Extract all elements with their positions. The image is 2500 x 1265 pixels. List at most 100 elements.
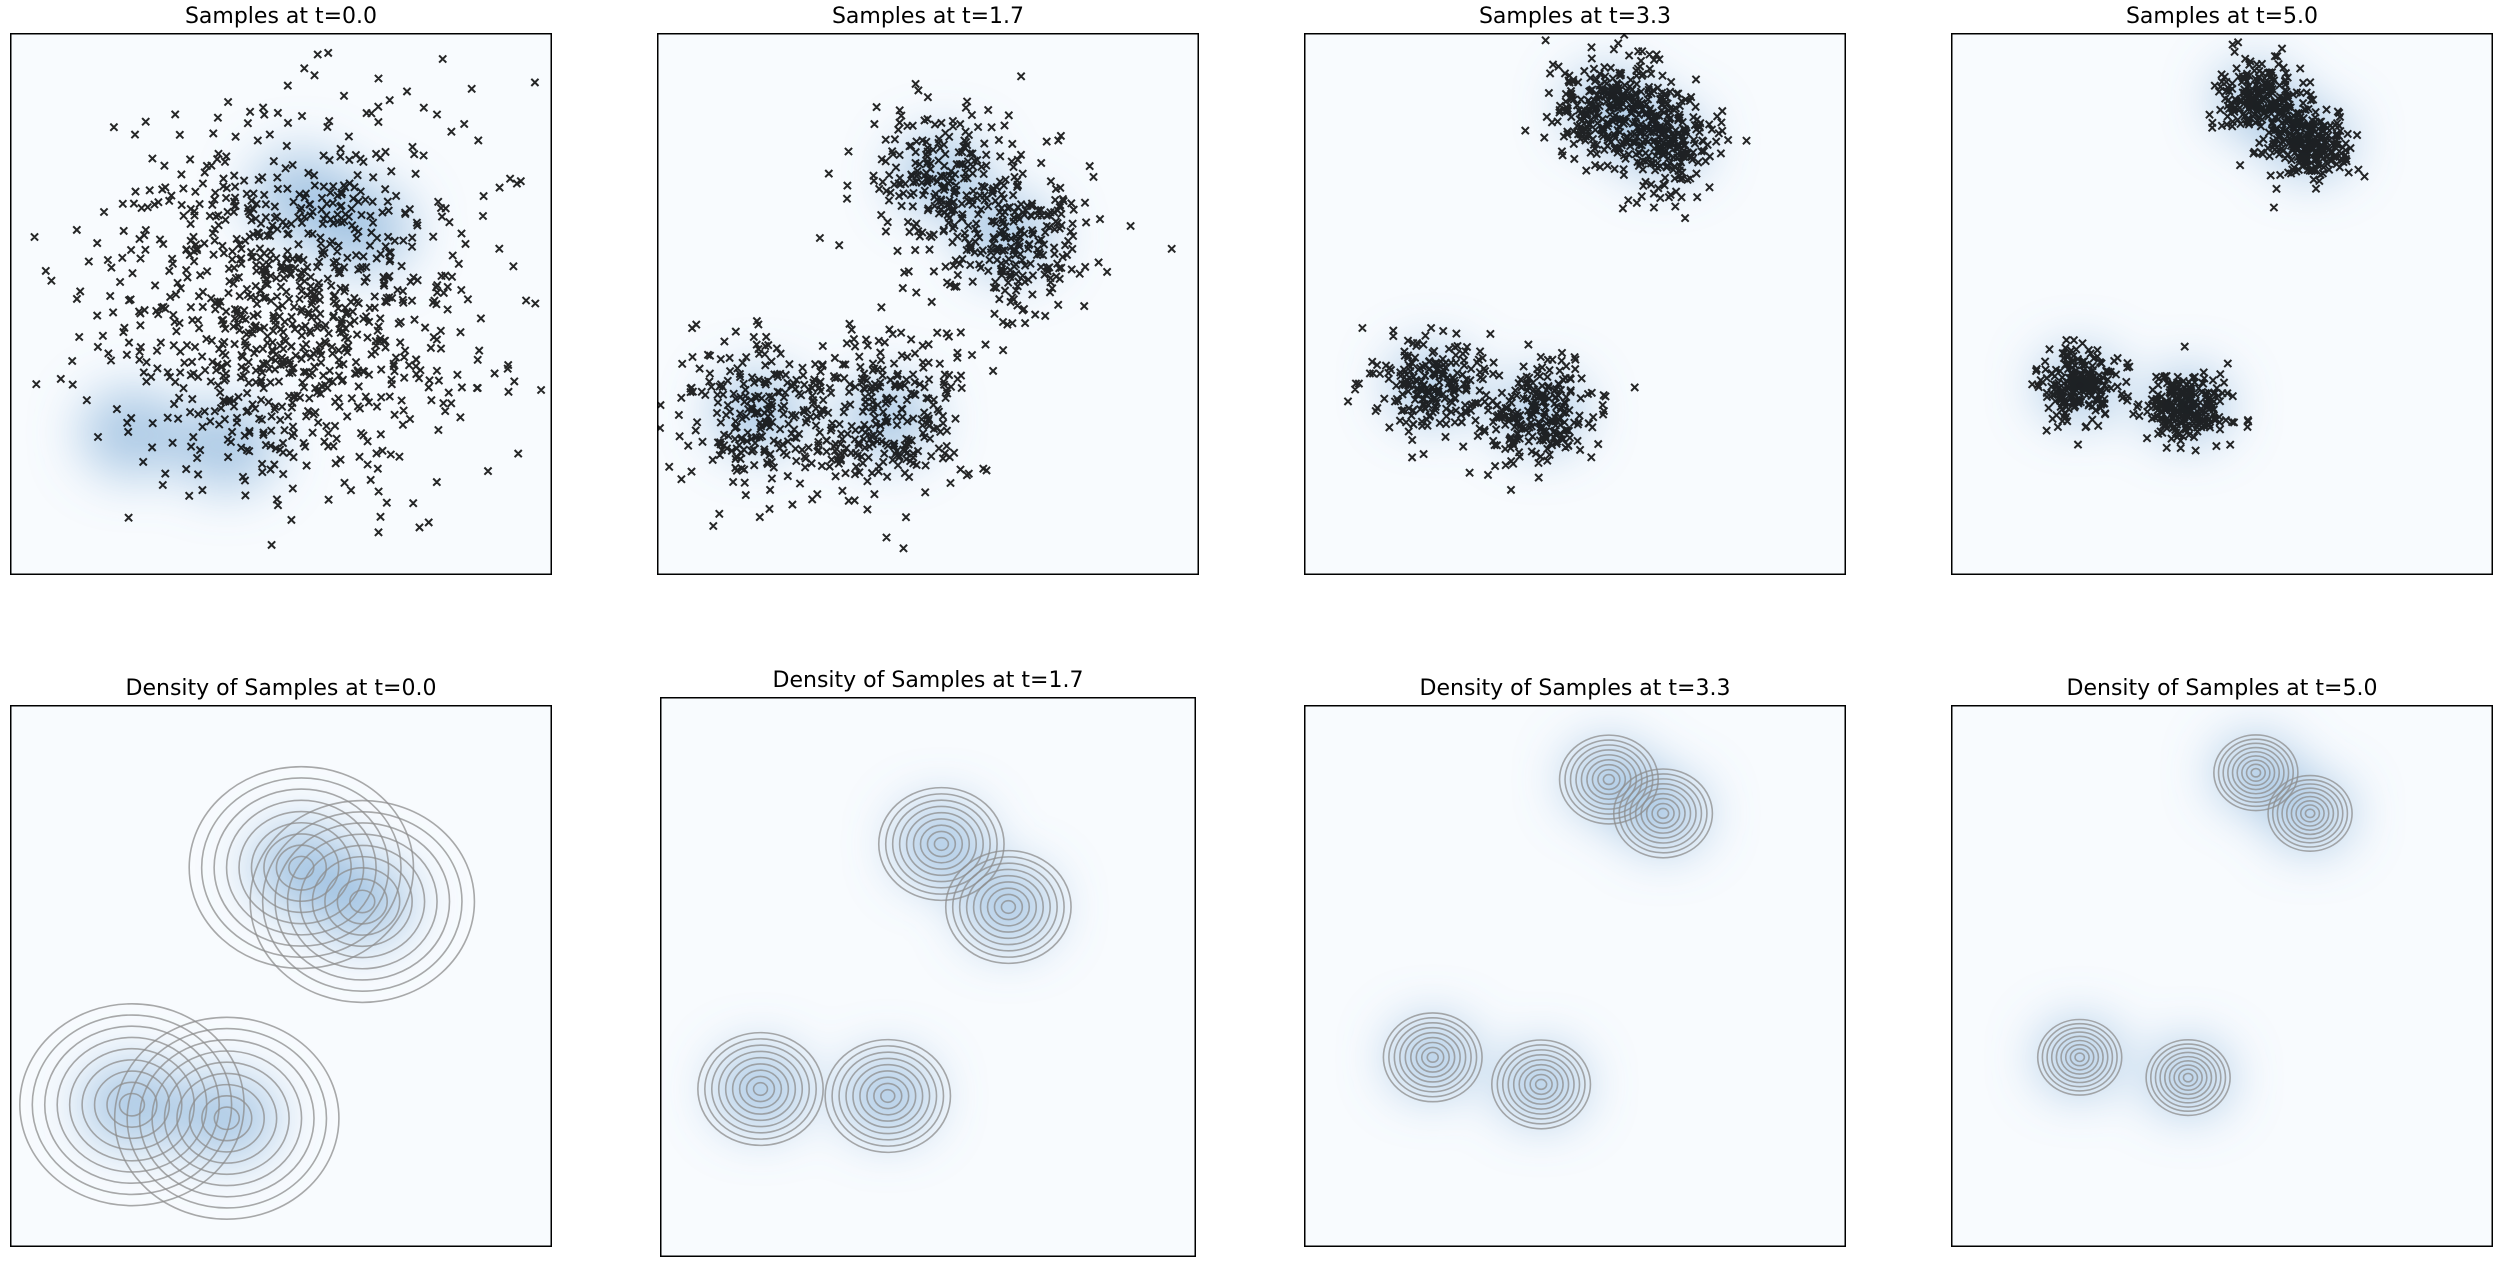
contour-line [852, 1063, 924, 1129]
sample-markers [1343, 33, 1751, 495]
contour-line [81, 1059, 183, 1151]
density-panel-t1-7: Density of Samples at t=1.7 [660, 664, 1196, 1257]
contour-line [2182, 1072, 2194, 1083]
sample-marker [30, 48, 546, 550]
contour-line [1523, 1068, 1559, 1100]
contour-line [1382, 1012, 1483, 1103]
contour-line [2041, 1022, 2118, 1092]
contour-line [1501, 1049, 1581, 1120]
contour-line [1426, 1051, 1440, 1064]
contour-line [2299, 804, 2321, 823]
density-field [1389, 743, 1707, 1121]
axes-frame [660, 697, 1196, 1257]
density-blob [81, 389, 183, 476]
contour-line [2236, 755, 2276, 791]
contour-line [311, 855, 413, 948]
contour-line [118, 1092, 146, 1117]
panel-title: Density of Samples at t=0.0 [125, 676, 437, 701]
plot-area [657, 33, 1199, 575]
contour-line [2231, 750, 2281, 795]
contour-line [2222, 742, 2290, 803]
plot-area [10, 705, 552, 1247]
contour-line [2177, 1068, 2199, 1087]
contour-line [958, 862, 1058, 952]
contour-line [1586, 758, 1632, 801]
samples-panel-t3-3: Samples at t=3.3 [1304, 0, 1846, 575]
contour-line [250, 821, 352, 914]
contour-line [1393, 1021, 1472, 1093]
density-panel-t0: Density of Samples at t=0.0 [10, 672, 552, 1247]
plot-area [1951, 705, 2493, 1247]
contour-line [905, 811, 978, 877]
contour-line [880, 1088, 896, 1104]
samples-panel-t5-0: Samples at t=5.0 [1951, 0, 2493, 575]
plot-area [1304, 33, 1846, 575]
contour-line [274, 822, 451, 981]
contour-line [2064, 1043, 2095, 1071]
contour-line [1507, 1054, 1575, 1115]
axes-frame [10, 33, 552, 575]
panel-title: Samples at t=0.0 [184, 4, 378, 29]
contour-line [2163, 1055, 2213, 1100]
contour-line [213, 1106, 241, 1131]
contour-line [1000, 899, 1017, 915]
axes-frame [657, 33, 1199, 575]
samples-panel-t1-7: Samples at t=1.7 [657, 0, 1199, 575]
plot-area [1304, 705, 1846, 1247]
density-blob [1620, 776, 1707, 850]
contour-line [2145, 1039, 2231, 1117]
contour-line [891, 799, 991, 889]
contour-line [2213, 734, 2299, 812]
contour-line [2250, 767, 2262, 778]
contour-line [884, 793, 998, 895]
contour-line [731, 1063, 790, 1115]
contour-line [106, 1081, 158, 1128]
density-field [714, 803, 1054, 1137]
contour-line [1623, 778, 1703, 849]
contour-line [710, 1044, 811, 1134]
contour-line [2267, 774, 2353, 853]
contour-line [919, 824, 964, 864]
contour-line [31, 1014, 233, 1196]
sample-marker [657, 71, 1177, 553]
contour-line [126, 1027, 328, 1209]
contour-line [1410, 1036, 1456, 1078]
plot-area [660, 697, 1196, 1257]
density-blob [842, 1055, 934, 1137]
contour-line [2271, 778, 2349, 848]
contour-line [1602, 773, 1616, 786]
contour-line [824, 1038, 952, 1154]
density-blob [81, 1061, 183, 1148]
contour-line [1591, 763, 1627, 796]
contour-line [1656, 807, 1670, 820]
contour-line [1580, 754, 1638, 805]
contour-line [2304, 808, 2316, 819]
contour-line [1634, 787, 1692, 839]
contour-line [1388, 1017, 1478, 1098]
axes-frame [1304, 33, 1846, 575]
contour-line [1420, 1046, 1445, 1068]
kde-contours [2036, 734, 2353, 1117]
contour-line [2046, 1027, 2114, 1088]
contour-line [717, 1050, 804, 1128]
contour-line [336, 878, 389, 925]
contour-line [831, 1045, 945, 1147]
contour-line [1640, 792, 1686, 834]
contour-line [225, 799, 377, 936]
density-blob [895, 803, 987, 885]
contour-line [2168, 1060, 2208, 1096]
contour-line [986, 887, 1031, 927]
contour-line [724, 1056, 797, 1122]
plot-area [10, 33, 552, 575]
contour-line [2074, 1052, 2086, 1063]
contour-line [188, 765, 415, 970]
contour-line [866, 1076, 910, 1116]
contour-line [838, 1051, 938, 1141]
contour-line [752, 1081, 769, 1097]
density-panel-t3-3: Density of Samples at t=3.3 [1304, 672, 1846, 1247]
contour-line [2154, 1047, 2222, 1108]
contour-line [1575, 749, 1643, 810]
contour-line [993, 893, 1024, 921]
contour-line [163, 1061, 290, 1176]
contour-line [1415, 1041, 1450, 1073]
